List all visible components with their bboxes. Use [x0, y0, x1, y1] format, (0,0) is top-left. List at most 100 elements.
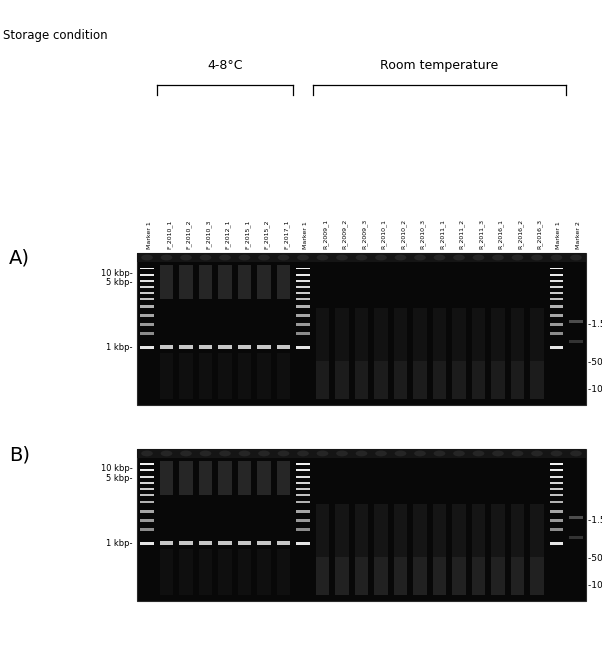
Ellipse shape: [336, 451, 348, 456]
Bar: [140, 268, 154, 270]
Bar: [218, 541, 232, 545]
Bar: [238, 345, 251, 349]
Ellipse shape: [258, 255, 270, 261]
Bar: [569, 340, 583, 343]
Bar: [179, 345, 193, 349]
Text: 10 kbp-: 10 kbp-: [101, 464, 132, 473]
Bar: [140, 510, 154, 513]
Bar: [335, 361, 349, 399]
Bar: [394, 504, 408, 595]
Bar: [550, 475, 563, 477]
Bar: [296, 501, 310, 503]
Bar: [277, 462, 290, 495]
Bar: [199, 353, 213, 399]
Bar: [550, 488, 563, 490]
Text: R_2010_1: R_2010_1: [381, 219, 386, 249]
Ellipse shape: [395, 255, 406, 261]
Bar: [199, 541, 213, 545]
Bar: [452, 308, 466, 399]
Bar: [315, 308, 329, 399]
Text: Storage condition: Storage condition: [3, 29, 108, 42]
Bar: [296, 488, 310, 490]
Bar: [569, 535, 583, 539]
Bar: [452, 361, 466, 399]
Bar: [140, 501, 154, 503]
Bar: [569, 320, 583, 323]
Bar: [296, 482, 310, 484]
Bar: [550, 519, 563, 522]
Bar: [238, 353, 251, 399]
Bar: [335, 557, 349, 595]
Bar: [160, 541, 173, 545]
Ellipse shape: [570, 255, 582, 261]
Text: R_2010_3: R_2010_3: [420, 219, 426, 249]
Bar: [296, 314, 310, 317]
Text: R_2016_3: R_2016_3: [537, 219, 542, 249]
Bar: [140, 332, 154, 336]
Bar: [491, 361, 505, 399]
Text: -500 bp: -500 bp: [588, 358, 602, 367]
Bar: [296, 541, 310, 545]
Ellipse shape: [414, 451, 426, 456]
Bar: [296, 494, 310, 496]
Ellipse shape: [219, 255, 231, 261]
Bar: [472, 308, 485, 399]
Ellipse shape: [200, 451, 211, 456]
Bar: [510, 504, 524, 595]
Bar: [257, 266, 271, 299]
Ellipse shape: [161, 451, 172, 456]
Bar: [199, 345, 213, 349]
Ellipse shape: [551, 451, 562, 456]
Text: F_2010_1: F_2010_1: [167, 220, 172, 249]
Bar: [550, 323, 563, 326]
Bar: [394, 557, 408, 595]
Bar: [140, 286, 154, 288]
Bar: [452, 557, 466, 595]
Bar: [179, 462, 193, 495]
Bar: [160, 353, 173, 399]
Bar: [296, 298, 310, 300]
Bar: [257, 353, 271, 399]
Ellipse shape: [161, 255, 172, 261]
Text: R_2016_2: R_2016_2: [518, 219, 523, 249]
Ellipse shape: [375, 451, 387, 456]
Bar: [510, 557, 524, 595]
Bar: [550, 501, 563, 503]
Ellipse shape: [317, 255, 328, 261]
Bar: [199, 549, 213, 595]
Bar: [335, 504, 349, 595]
Bar: [355, 361, 368, 399]
Ellipse shape: [258, 451, 270, 456]
Ellipse shape: [433, 255, 445, 261]
Bar: [140, 528, 154, 532]
Bar: [491, 504, 505, 595]
Bar: [296, 519, 310, 522]
Text: 5 kbp-: 5 kbp-: [106, 278, 132, 287]
Text: Marker 1: Marker 1: [147, 222, 152, 249]
Text: F_2012_1: F_2012_1: [225, 220, 231, 249]
Text: Marker 1: Marker 1: [556, 222, 562, 249]
Bar: [491, 308, 505, 399]
Bar: [296, 332, 310, 336]
Ellipse shape: [453, 255, 465, 261]
Bar: [413, 557, 427, 595]
Bar: [218, 462, 232, 495]
Ellipse shape: [200, 255, 211, 261]
Bar: [218, 549, 232, 595]
Text: F_2015_1: F_2015_1: [244, 220, 250, 249]
Bar: [315, 361, 329, 399]
Bar: [140, 323, 154, 326]
Bar: [315, 557, 329, 595]
Bar: [510, 308, 524, 399]
Ellipse shape: [219, 451, 231, 456]
Bar: [140, 482, 154, 484]
Bar: [277, 345, 290, 349]
Bar: [140, 345, 154, 349]
Bar: [374, 504, 388, 595]
Bar: [160, 462, 173, 495]
Bar: [238, 266, 251, 299]
Bar: [394, 308, 408, 399]
Bar: [277, 541, 290, 545]
Ellipse shape: [317, 451, 328, 456]
Text: R_2009_2: R_2009_2: [342, 219, 348, 249]
